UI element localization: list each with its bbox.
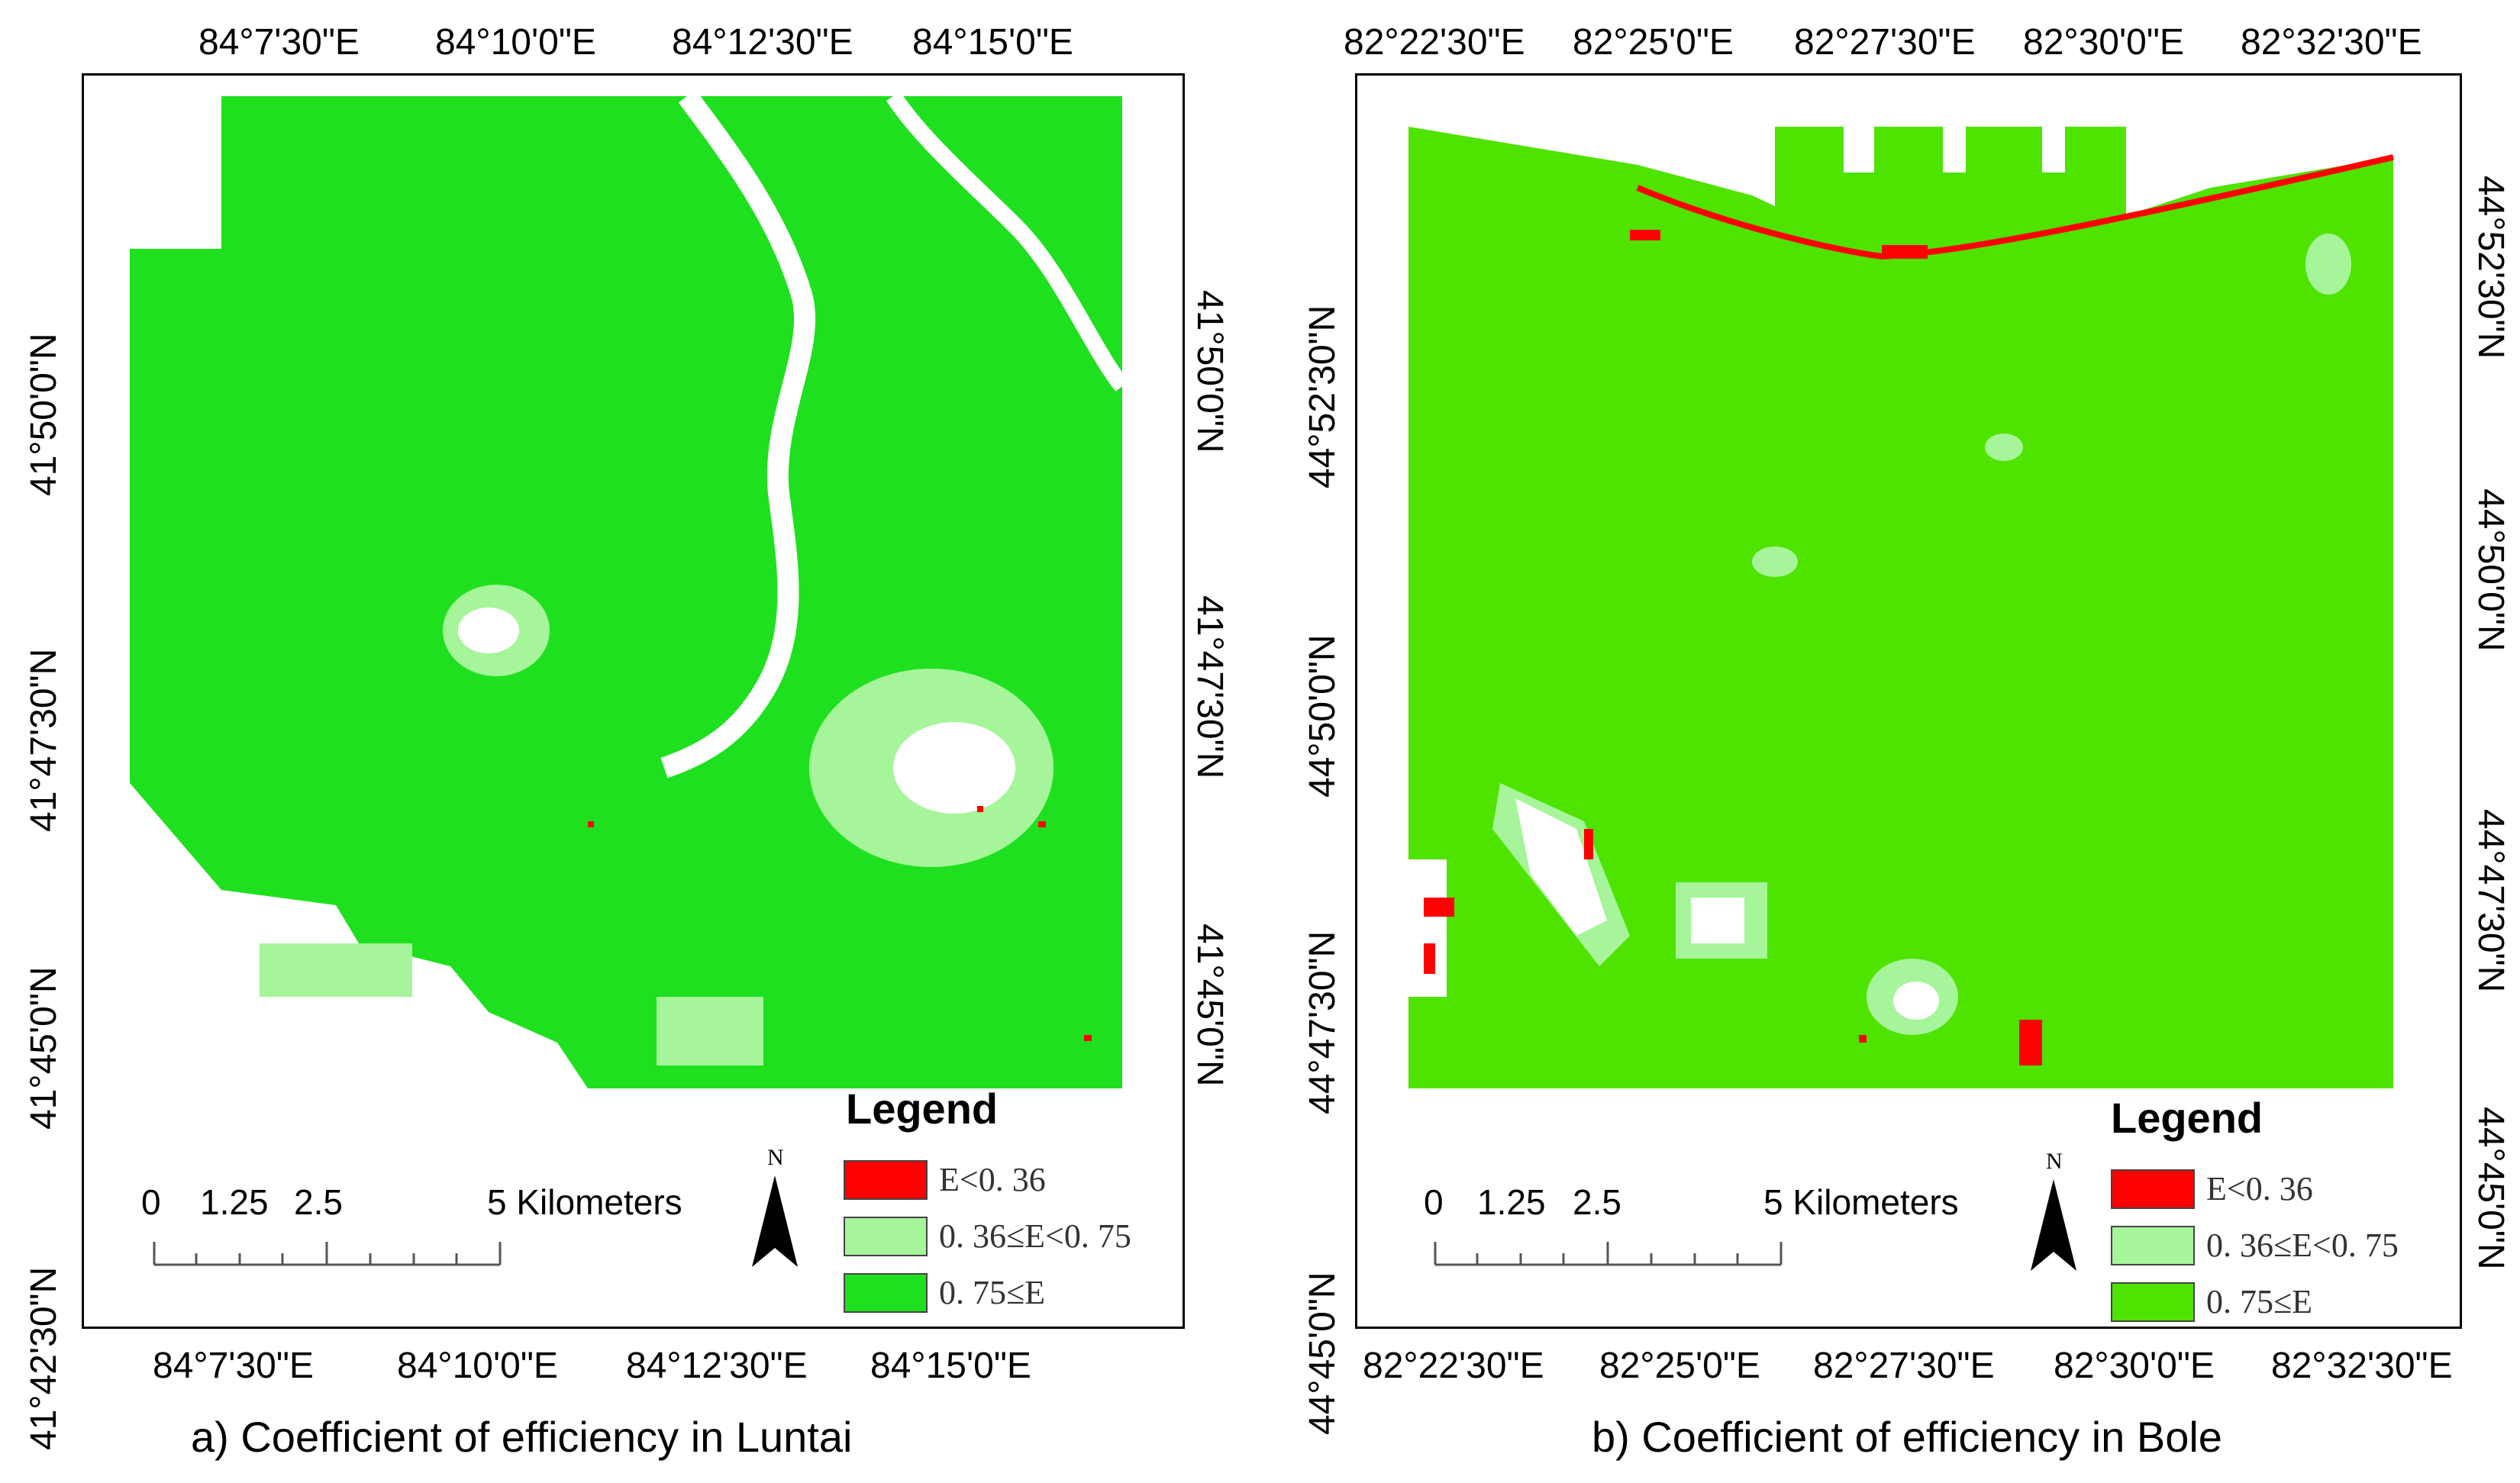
low-efficiency-spot [1859,1035,1867,1043]
bare-patch [1691,898,1744,943]
white-gap [2042,127,2065,172]
lat-tick-left: 41°50'0"N [24,333,64,496]
lon-tick-bottom: 82°27'30"E [1813,1346,1995,1386]
lon-tick-top: 84°7'30"E [198,22,360,63]
lon-tick-bottom: 84°12'30"E [626,1346,808,1386]
scale-label: 1.25 [200,1182,269,1222]
scale-label: 0 [141,1182,161,1222]
lat-tick-right: 44°45'0"N [2470,1107,2511,1270]
lon-tick-bottom: 82°25'0"E [1599,1346,1760,1386]
low-efficiency-spot [1424,898,1454,917]
lon-tick-top: 82°27'30"E [1794,22,1976,63]
legend-swatch-high [844,1273,928,1313]
lat-tick-right: 44°50'0"N [2470,488,2511,652]
raster-bole [1408,127,2394,1088]
scale-label: 2.5 [294,1182,343,1222]
scale-label: 2.5 [1573,1182,1621,1222]
north-arrow-icon [2031,1179,2076,1271]
north-letter: N [2046,1149,2063,1174]
lon-tick-bottom: 84°10'0"E [397,1346,558,1386]
lon-tick-bottom: 82°22'30"E [1363,1346,1544,1386]
lon-tick-top: 84°15'0"E [912,22,1073,63]
lon-tick-bottom: 84°7'30"E [153,1346,314,1386]
white-gap [1943,127,1966,172]
white-gap [1844,127,1874,172]
lon-tick-top: 82°32'30"E [2241,22,2422,63]
low-efficiency-spot [2019,1020,2042,1066]
river-branch [886,96,1122,392]
lat-tick-left: 41°47'30"N [24,648,64,832]
scale-bar-a [153,1242,502,1266]
legend-swatch-mid [844,1217,928,1256]
lon-tick-bottom: 84°15'0"E [870,1346,1031,1386]
north-letter: N [767,1145,784,1170]
legend-label-high: 0. 75≤E [2206,1283,2313,1320]
bare-patch [1893,982,1939,1020]
high-efficiency-area [1408,127,2393,1088]
lat-tick-right: 41°45'0"N [1189,924,1230,1087]
low-efficiency-spot [1584,829,1593,859]
raster-luntai [130,96,1122,1088]
legend-swatch-low [2111,1169,2195,1209]
low-efficiency-spot [588,821,594,827]
lon-tick-top: 84°12'30"E [672,22,853,63]
scale-label: 1.25 [1477,1182,1546,1222]
scale-bar-b [1434,1242,1783,1266]
legend-swatch-mid [2111,1226,2195,1265]
mid-efficiency-patch [1985,434,2023,461]
high-efficiency-area [130,96,1122,1088]
low-efficiency-spot [977,806,983,812]
mid-efficiency-patch [2305,234,2351,295]
legend-title: Legend [2111,1094,2263,1142]
lat-tick-left: 44°45'0"N [1302,1272,1343,1435]
lon-tick-top: 82°25'0"E [1573,22,1734,63]
legend-label-mid: 0. 36≤E<0. 75 [2206,1227,2399,1264]
lon-tick-top: 82°22'30"E [1344,22,1525,63]
bare-patch [1408,859,1447,997]
lat-tick-right: 41°50'0"N [1189,290,1230,453]
mid-efficiency-patch [1752,546,1798,577]
lon-tick-bottom: 82°30'0"E [2054,1346,2215,1386]
legend-label-low: E<0. 36 [939,1161,1046,1198]
river [660,96,815,779]
caption-a: a) Coefficient of efficiency in Luntai [191,1413,853,1461]
lat-tick-right: 44°47'30"N [2470,809,2511,993]
north-arrow-icon [752,1175,798,1267]
legend-title: Legend [846,1085,999,1133]
bare-patch [1515,798,1607,936]
legend-label-high: 0. 75≤E [939,1274,1046,1311]
low-efficiency-spot [1424,943,1435,974]
caption-b: b) Coefficient of efficiency in Bole [1592,1413,2222,1461]
bare-patch [893,722,1015,814]
scale-label: 5 Kilometers [1763,1182,1959,1222]
lon-tick-top: 82°30'0"E [2023,22,2184,63]
lat-tick-right: 44°52'30"N [2470,176,2511,359]
low-efficiency-spot [1882,245,1928,259]
legend-label-mid: 0. 36≤E<0. 75 [939,1217,1131,1255]
low-efficiency-spot [1630,230,1660,240]
legend-label-low: E<0. 36 [2206,1170,2313,1207]
scale-label: 5 Kilometers [487,1182,682,1222]
mid-efficiency-patch [657,997,763,1066]
legend-swatch-high [2111,1282,2195,1322]
lat-tick-left: 41°45'0"N [24,966,64,1130]
lon-tick-bottom: 82°32'30"E [2271,1346,2453,1386]
lat-tick-right: 41°47'30"N [1189,595,1230,779]
white-gap [130,96,221,249]
legend-swatch-low [844,1160,928,1200]
bare-patch [458,608,519,653]
low-efficiency-spot [1084,1035,1092,1041]
scale-label: 0 [1424,1182,1444,1222]
lat-tick-left: 44°47'30"N [1302,930,1343,1114]
lon-tick-top: 84°10'0"E [435,22,596,63]
low-efficiency-spot [1038,821,1046,827]
mid-efficiency-patch [260,943,412,997]
lat-tick-left: 44°52'30"N [1302,305,1343,488]
lat-tick-left: 41°42'30"N [24,1266,64,1450]
lat-tick-left: 44°50'0"N [1302,634,1343,798]
